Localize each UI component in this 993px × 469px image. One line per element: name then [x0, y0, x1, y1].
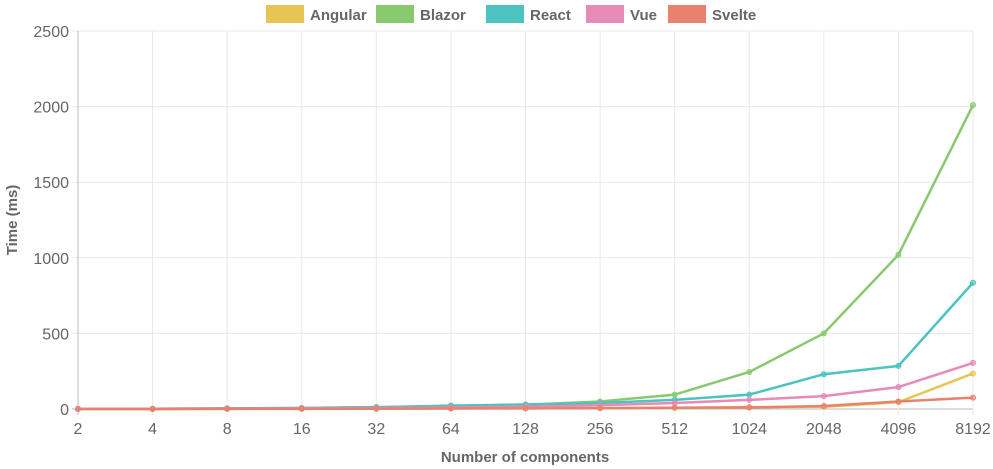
legend-swatch-vue — [586, 5, 624, 23]
svelte-point — [820, 402, 827, 409]
legend-swatch-angular — [266, 5, 304, 23]
svelte-point — [224, 405, 231, 412]
y-tick-label: 2500 — [33, 24, 69, 41]
svelte-point — [746, 404, 753, 411]
x-tick-label: 8192 — [955, 421, 991, 438]
react-point — [895, 362, 902, 369]
x-tick-label: 64 — [442, 421, 460, 438]
svelte-point — [671, 404, 678, 411]
svelte-point — [447, 405, 454, 412]
vue-point — [671, 399, 678, 406]
svelte-point — [373, 405, 380, 412]
svelte-point — [75, 406, 81, 412]
y-tick-label: 1000 — [33, 251, 69, 268]
legend-label-blazor: Blazor — [420, 7, 466, 24]
legend-swatch-svelte — [668, 5, 706, 23]
x-tick-label: 2 — [74, 421, 83, 438]
svelte-point — [970, 394, 976, 401]
blazor-point — [746, 368, 753, 375]
vue-point — [746, 396, 753, 403]
y-axis-label: Time (ms) — [4, 185, 21, 256]
svelte-point — [298, 405, 305, 412]
react-point — [970, 279, 976, 286]
react-point — [820, 371, 827, 378]
y-tick-label: 0 — [60, 402, 69, 419]
y-tick-label: 1500 — [33, 175, 69, 192]
svelte-point — [522, 405, 529, 412]
x-tick-label: 8 — [223, 421, 232, 438]
legend-label-vue: Vue — [630, 7, 657, 24]
blazor-point — [671, 391, 678, 398]
y-tick-label: 2000 — [33, 100, 69, 117]
y-tick-label: 500 — [42, 326, 69, 343]
legend-label-angular: Angular — [310, 7, 367, 24]
x-tick-label: 32 — [367, 421, 385, 438]
vue-point — [895, 384, 902, 391]
x-tick-label: 1024 — [731, 421, 767, 438]
vue-point — [820, 393, 827, 400]
x-axis-label: Number of components — [441, 449, 609, 466]
x-tick-label: 2048 — [806, 421, 842, 438]
legend-swatch-blazor — [376, 5, 414, 23]
angular-point — [970, 370, 976, 377]
x-tick-label: 4 — [148, 421, 157, 438]
blazor-point — [970, 102, 976, 109]
svelte-point — [895, 398, 902, 405]
svelte-point — [597, 405, 604, 412]
svelte-point — [149, 406, 156, 412]
vue-point — [970, 359, 976, 366]
x-tick-label: 16 — [293, 421, 311, 438]
react-point — [746, 391, 753, 398]
x-tick-label: 128 — [512, 421, 539, 438]
blazor-point — [820, 330, 827, 337]
x-tick-label: 512 — [661, 421, 688, 438]
x-tick-label: 4096 — [881, 421, 917, 438]
legend-label-react: React — [530, 7, 571, 24]
x-tick-label: 256 — [587, 421, 614, 438]
blazor-point — [895, 251, 902, 258]
legend-swatch-react — [486, 5, 524, 23]
legend-label-svelte: Svelte — [712, 7, 756, 24]
